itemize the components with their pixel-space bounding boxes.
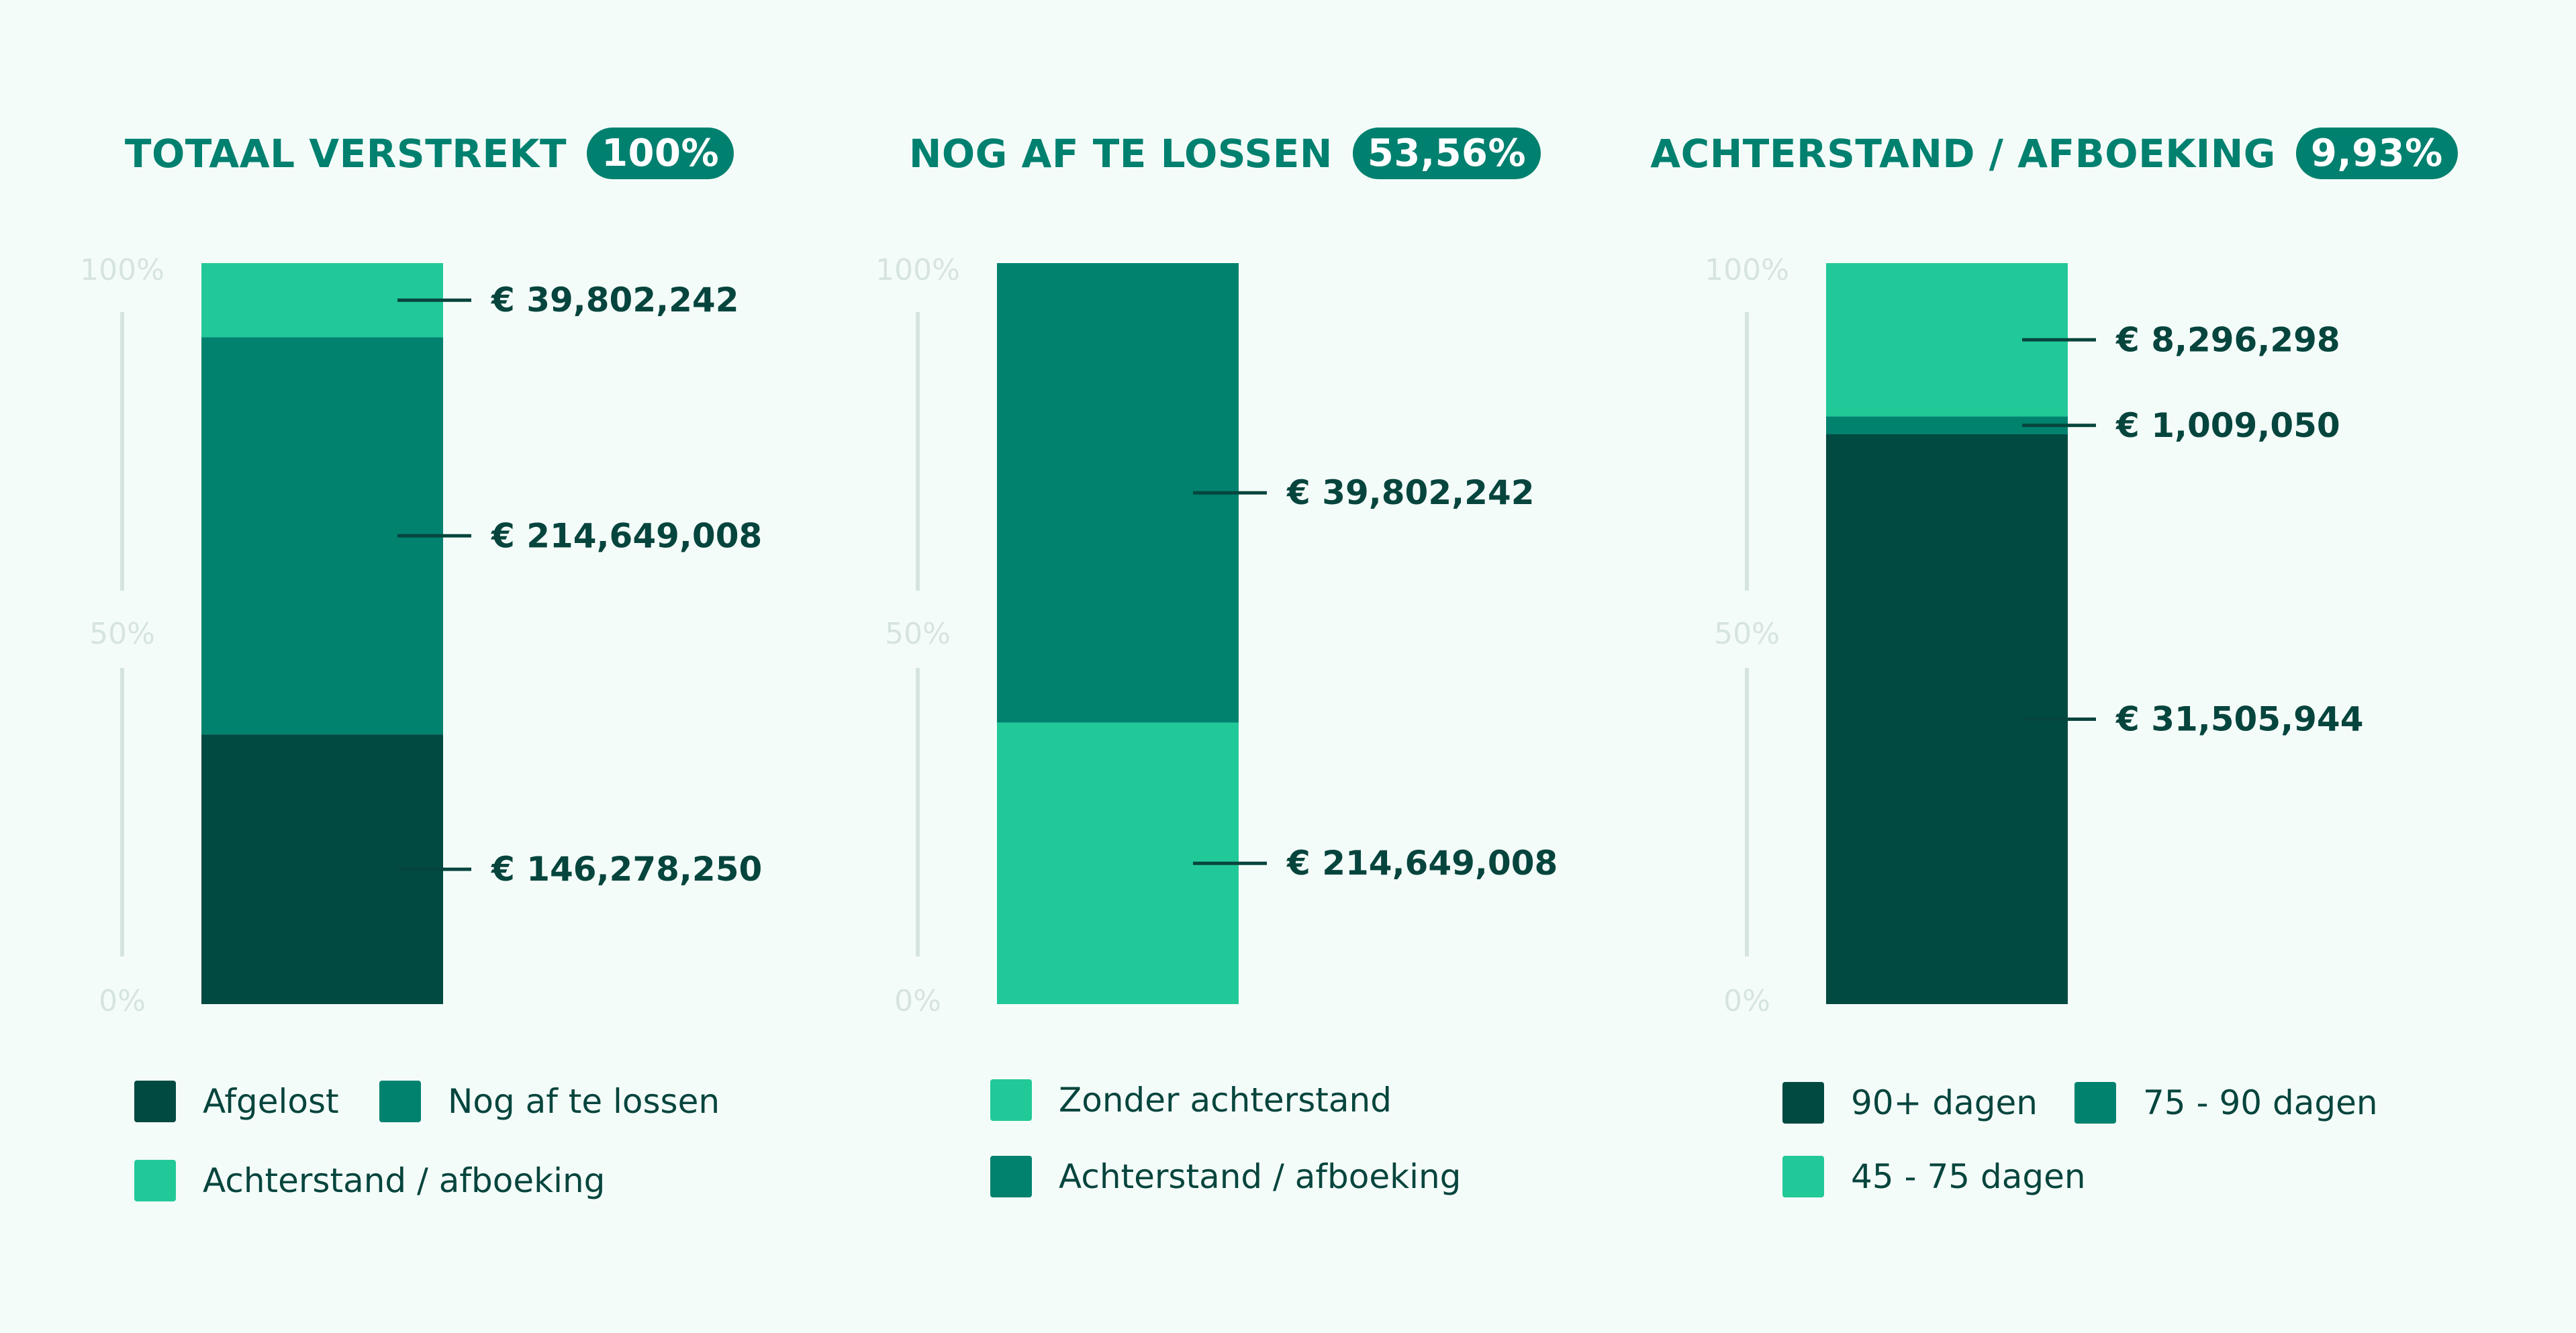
chart-title: TOTAAL VERSTREKT 100% <box>0 128 859 179</box>
legend-swatch <box>990 1079 1032 1121</box>
chart-panel-nog-af-te-lossen: NOG AF TE LOSSEN 53,56% 100% 50% 0% € 214,6… <box>796 0 1654 1333</box>
chart-title: NOG AF TE LOSSEN 53,56% <box>796 128 1654 179</box>
chart-panel-totaal-verstrekt: TOTAAL VERSTREKT 100% 100% 50% 0% € 146,278… <box>0 0 859 1333</box>
chart-panel-achterstand-afboeking: ACHTERSTAND / AFBOEKING 9,93% 100% 50% 0% €… <box>1625 0 2483 1333</box>
value-label: € 146,278,250 <box>491 850 762 889</box>
stacked-bar-chart: 100% 50% 0% € 146,278,250 € 214,649,008 € 39,… <box>80 253 762 1018</box>
chart-title-text: TOTAAL VERSTREKT <box>124 130 567 177</box>
legend-label: Zonder achterstand <box>1059 1081 1392 1120</box>
y-tick-label: 100% <box>80 253 164 287</box>
legend-swatch <box>2074 1082 2116 1124</box>
legend-item-75-90-dagen: 75 - 90 dagen <box>2074 1082 2378 1124</box>
legend-label: Nog af te lossen <box>448 1082 720 1121</box>
legend-item-90-plus-dagen: 90+ dagen <box>1782 1082 2038 1124</box>
legend-swatch <box>134 1160 176 1201</box>
chart-title-text: NOG AF TE LOSSEN <box>908 130 1333 177</box>
y-tick-label: 50% <box>89 617 155 651</box>
legend-item-afgelost: Afgelost <box>134 1081 339 1122</box>
legend-label: Achterstand / afboeking <box>203 1161 606 1200</box>
y-tick-label: 0% <box>1723 984 1770 1018</box>
legend-swatch <box>990 1156 1032 1197</box>
legend-item-achterstand-afboeking: Achterstand / afboeking <box>990 1156 1461 1197</box>
value-label: € 1,009,050 <box>2115 406 2340 445</box>
legend-swatch <box>379 1081 421 1122</box>
chart-title-text: ACHTERSTAND / AFBOEKING <box>1650 130 2276 177</box>
value-label: € 8,296,298 <box>2115 320 2340 359</box>
legend-item-zonder-achterstand: Zonder achterstand <box>990 1079 1392 1121</box>
chart-percent-badge: 9,93% <box>2295 128 2458 179</box>
legend-label: Afgelost <box>203 1082 339 1121</box>
y-tick-label: 50% <box>885 617 951 651</box>
chart-title: ACHTERSTAND / AFBOEKING 9,93% <box>1625 128 2483 179</box>
legend-label: 90+ dagen <box>1851 1083 2038 1122</box>
chart-percent-badge: 53,56% <box>1352 128 1541 179</box>
legend-item-achterstand-afboeking: Achterstand / afboeking <box>134 1160 605 1201</box>
value-label: € 214,649,008 <box>491 516 762 555</box>
legend-label: Achterstand / afboeking <box>1059 1157 1462 1196</box>
legend-swatch <box>1782 1082 1824 1124</box>
stacked-bar-chart: 100% 50% 0% € 214,649,008 € 39,802,242 <box>875 253 1558 1018</box>
value-label: € 214,649,008 <box>1286 844 1558 883</box>
chart-legend: Zonder achterstand Achterstand / afboeki… <box>990 1074 1762 1248</box>
chart-legend: 90+ dagen 75 - 90 dagen 45 - 75 dagen <box>1782 1074 2555 1248</box>
legend-swatch <box>1782 1156 1824 1197</box>
legend-label: 75 - 90 dagen <box>2143 1083 2378 1122</box>
y-tick-label: 0% <box>894 984 941 1018</box>
y-tick-label: 100% <box>1705 253 1789 287</box>
y-tick-label: 50% <box>1714 617 1780 651</box>
y-tick-label: 100% <box>875 253 960 287</box>
legend-label: 45 - 75 dagen <box>1851 1157 2086 1196</box>
legend-item-nog-af-te-lossen: Nog af te lossen <box>379 1081 720 1122</box>
value-label: € 39,802,242 <box>491 281 739 319</box>
y-tick-label: 0% <box>99 984 146 1018</box>
value-label: € 39,802,242 <box>1286 473 1535 512</box>
value-label: € 31,505,944 <box>2115 700 2364 739</box>
legend-swatch <box>134 1081 176 1122</box>
chart-percent-badge: 100% <box>587 128 734 179</box>
chart-legend: Afgelost Nog af te lossen Achterstand / … <box>134 1074 906 1248</box>
stacked-bar-chart: 100% 50% 0% € 31,505,944 € 1,009,050 € 8,296,… <box>1705 253 2364 1018</box>
legend-item-45-75-dagen: 45 - 75 dagen <box>1782 1156 2086 1197</box>
